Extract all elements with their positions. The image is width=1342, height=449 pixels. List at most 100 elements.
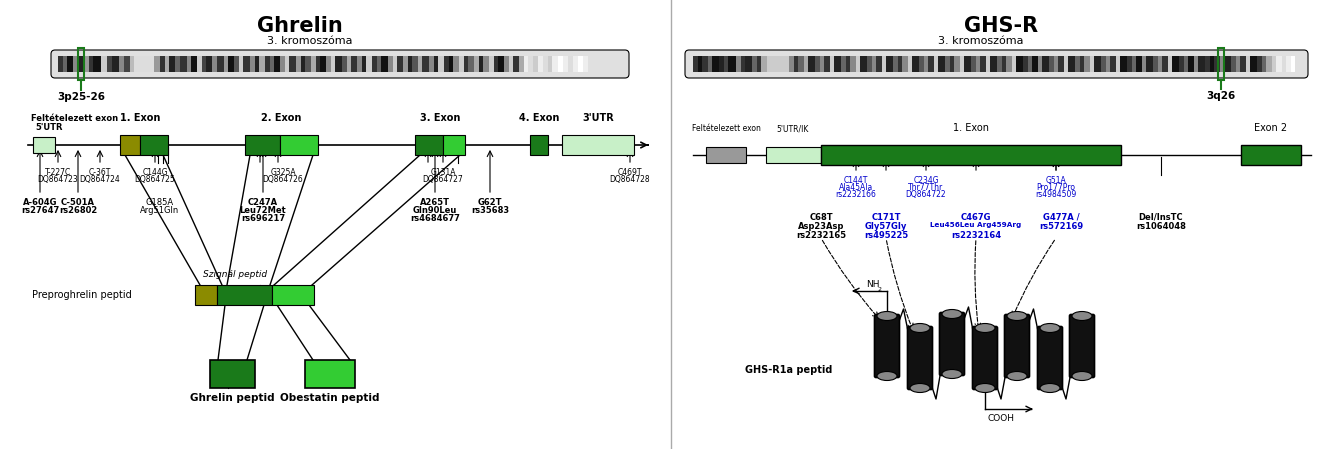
Bar [1245, 56, 1249, 72]
Text: rs35683: rs35683 [471, 206, 509, 215]
FancyBboxPatch shape [939, 313, 965, 375]
Bar [443, 135, 464, 155]
Text: G131A: G131A [431, 168, 456, 177]
Bar [1286, 56, 1291, 72]
Text: rs4684677: rs4684677 [411, 214, 460, 223]
Text: 2: 2 [878, 287, 882, 292]
Text: Gln90Leu: Gln90Leu [413, 206, 458, 215]
Bar [1220, 56, 1224, 72]
Text: Obestatin peptid: Obestatin peptid [280, 393, 380, 403]
Bar [1032, 56, 1037, 72]
Bar [578, 56, 582, 72]
Text: DQ864728: DQ864728 [609, 175, 651, 184]
Bar [845, 56, 849, 72]
FancyBboxPatch shape [875, 314, 899, 378]
Bar [1210, 56, 1215, 72]
Bar [794, 56, 798, 72]
Text: Preproghrelin peptid: Preproghrelin peptid [32, 290, 132, 300]
Bar [909, 56, 913, 72]
Bar [494, 56, 498, 72]
Bar [255, 56, 259, 72]
Bar [421, 56, 429, 72]
Bar [1053, 56, 1057, 72]
Bar [1282, 56, 1286, 72]
Text: G325A: G325A [270, 168, 295, 177]
Text: NH: NH [866, 280, 879, 289]
Bar [990, 56, 997, 72]
Bar [93, 56, 101, 72]
Ellipse shape [910, 383, 930, 392]
Bar [882, 56, 886, 72]
Bar [505, 56, 509, 72]
Bar [1158, 56, 1162, 72]
Bar [169, 56, 174, 72]
Text: 5'UTR: 5'UTR [35, 123, 63, 132]
Bar [789, 56, 794, 72]
Bar [938, 56, 945, 72]
Text: Thr77Thr: Thr77Thr [909, 183, 943, 192]
Bar [980, 56, 986, 72]
Bar [741, 56, 745, 72]
Bar [735, 56, 741, 72]
Bar [945, 56, 950, 72]
Bar [101, 56, 107, 72]
Text: rs2232164: rs2232164 [951, 231, 1001, 240]
Bar [1135, 56, 1142, 72]
Ellipse shape [1072, 371, 1092, 380]
Bar [160, 56, 165, 72]
Bar [1006, 56, 1012, 72]
Text: A-604G: A-604G [23, 198, 58, 207]
Bar [212, 56, 217, 72]
Bar [331, 56, 336, 72]
Text: 2. Exon: 2. Exon [260, 113, 301, 123]
Bar [454, 56, 459, 72]
Bar [408, 56, 412, 72]
Bar [860, 56, 867, 72]
Bar [89, 56, 93, 72]
Bar [523, 56, 527, 72]
Ellipse shape [976, 323, 994, 333]
Bar [513, 56, 519, 72]
Bar [403, 56, 408, 72]
Bar [191, 56, 197, 72]
FancyBboxPatch shape [907, 326, 933, 389]
Bar [1240, 56, 1245, 72]
Text: Pro177Pro: Pro177Pro [1036, 183, 1075, 192]
Bar [1142, 56, 1146, 72]
Bar [1194, 56, 1198, 72]
Bar [1049, 56, 1053, 72]
Bar [305, 56, 311, 72]
Bar [1127, 56, 1133, 72]
Bar [954, 56, 960, 72]
Text: 3. kromoszóma: 3. kromoszóma [267, 36, 353, 46]
Bar [393, 56, 397, 72]
Text: Feltételezett exon: Feltételezett exon [31, 114, 118, 123]
Bar [315, 56, 319, 72]
Bar [85, 56, 89, 72]
Bar [239, 56, 243, 72]
Text: G477A /: G477A / [1043, 213, 1079, 222]
Bar [886, 56, 892, 72]
Bar [698, 56, 702, 72]
Text: C171T: C171T [871, 213, 900, 222]
Bar [929, 56, 934, 72]
Bar [820, 56, 824, 72]
Bar [498, 56, 505, 72]
Text: Exon 2: Exon 2 [1255, 123, 1287, 133]
Ellipse shape [1040, 383, 1060, 392]
Bar [919, 56, 925, 72]
Bar [568, 56, 573, 72]
Text: C144T: C144T [844, 176, 868, 185]
Bar [217, 285, 272, 305]
Text: Ala45Ala: Ala45Ala [839, 183, 874, 192]
Text: C144G: C144G [142, 168, 168, 177]
Bar [140, 135, 168, 155]
Bar [757, 56, 761, 72]
Ellipse shape [942, 309, 962, 318]
Bar [1084, 56, 1090, 72]
Bar [366, 56, 372, 72]
Bar [564, 56, 568, 72]
Bar [305, 360, 356, 388]
Bar [509, 56, 513, 72]
Bar [1224, 56, 1231, 72]
